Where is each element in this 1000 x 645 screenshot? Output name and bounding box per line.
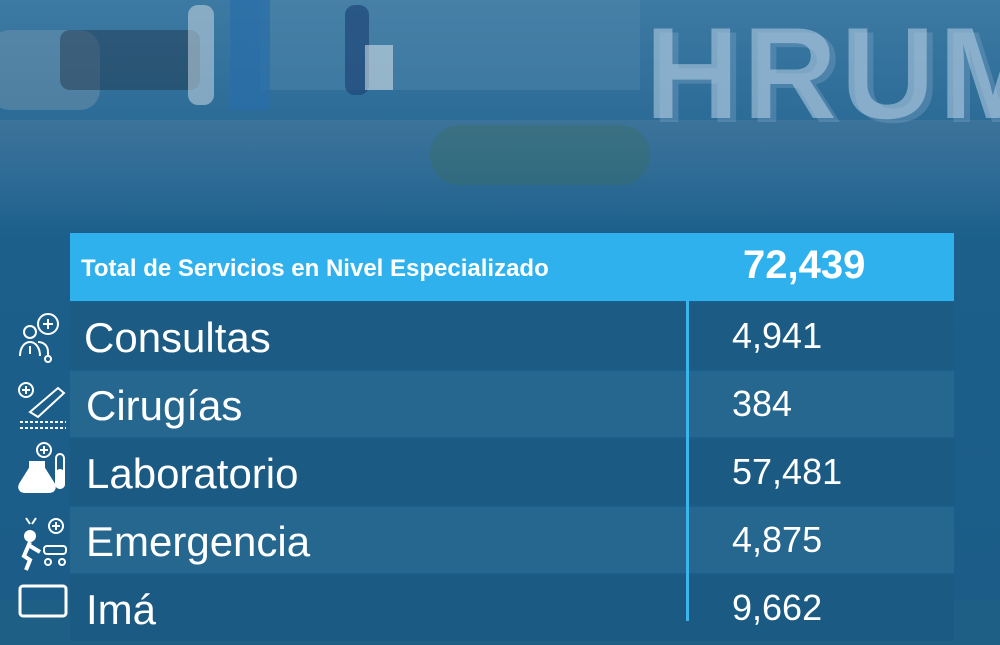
row-name: Consultas <box>84 314 271 361</box>
blurred-hospital-photo: HRUM <box>0 0 1000 230</box>
table-row: Laboratorio 57,481 <box>70 439 954 505</box>
motorcycles <box>60 30 200 90</box>
row-name: Cirugías <box>86 382 243 429</box>
services-table: Total de Servicios en Nivel Especializad… <box>70 233 954 641</box>
emergency-stretcher-icon <box>16 516 70 572</box>
parked-car <box>0 30 100 110</box>
chair <box>365 45 393 90</box>
row-value: 9,662 <box>732 587 823 628</box>
imaging-monitor-icon <box>16 582 70 638</box>
table-row: Imá 9,662 <box>70 575 954 641</box>
table-header: Total de Servicios en Nivel Especializad… <box>70 233 954 301</box>
column-divider <box>686 301 689 621</box>
row-value: 4,941 <box>732 315 823 356</box>
row-value: 4,875 <box>732 519 823 560</box>
table-row: Emergencia 4,875 <box>70 507 954 573</box>
row-name: Emergencia <box>86 518 311 565</box>
table-row: Consultas 4,941 <box>70 303 954 369</box>
lab-flask-icon <box>16 440 70 496</box>
table-row: Cirugías 384 <box>70 371 954 437</box>
hedge <box>430 125 650 185</box>
row-value: 57,481 <box>732 451 843 492</box>
doctor-stethoscope-icon <box>16 310 70 366</box>
row-name: Imá <box>86 586 157 633</box>
ground <box>0 120 1000 230</box>
person <box>188 5 214 105</box>
surgery-icon <box>16 378 70 434</box>
pillar <box>230 0 270 110</box>
header-label: Total de Servicios en Nivel Especializad… <box>81 255 549 282</box>
header-total: 72,439 <box>743 243 866 287</box>
row-name: Laboratorio <box>86 450 299 497</box>
row-value: 384 <box>732 383 793 424</box>
building <box>260 0 640 90</box>
hospital-sign: HRUM <box>645 0 1000 146</box>
